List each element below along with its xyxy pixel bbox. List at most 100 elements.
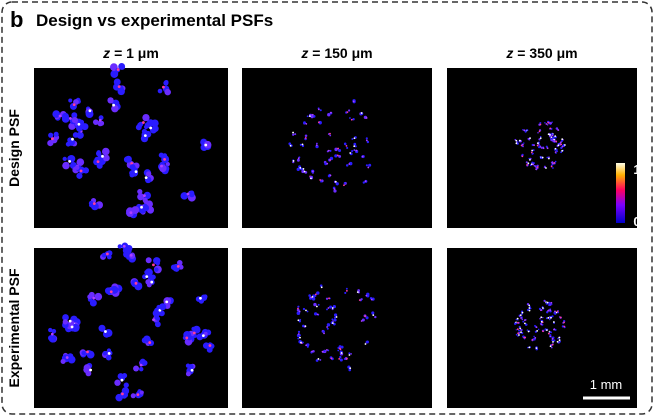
psf-speckle (296, 311, 301, 315)
psf-peak (79, 169, 83, 173)
psf-peak (98, 118, 102, 122)
psf-speckle (374, 315, 377, 319)
psf-speckle (515, 318, 518, 321)
psf-peak (549, 133, 551, 136)
psf-peak (534, 336, 537, 339)
psf-speckle (365, 137, 368, 140)
psf-peak (208, 344, 212, 347)
psf-speckle (81, 350, 86, 356)
psf-peak (120, 378, 124, 382)
psf-peak (289, 144, 292, 147)
psf-peak (345, 289, 348, 292)
psf-peak (199, 296, 202, 300)
psf-speckle (331, 318, 334, 321)
psf-peak (540, 316, 543, 319)
psf-speckle (546, 124, 549, 126)
psf-peak (523, 319, 526, 322)
psf-peak (552, 341, 554, 343)
psf-peak (150, 280, 154, 284)
psf-speckle (338, 154, 342, 158)
psf-speckle (333, 322, 336, 326)
colorbar-max: 1 (633, 162, 640, 177)
psf-speckle (556, 150, 559, 153)
psf-peak (554, 147, 557, 150)
psf-speckle (349, 117, 351, 119)
column-header: z = 150 μm (300, 45, 372, 61)
psf-peak (536, 330, 539, 332)
psf-speckle (110, 70, 119, 78)
psf-peak (551, 337, 554, 340)
psf-peak (89, 368, 93, 372)
psf-speckle (350, 352, 352, 355)
psf-peak (530, 151, 533, 154)
psf-peak (542, 147, 545, 149)
psf-peak (148, 341, 152, 344)
psf-speckle (292, 133, 295, 136)
psf-speckle (60, 358, 66, 364)
psf-peak (549, 127, 552, 130)
psf-speckle (139, 366, 144, 372)
psf-speckle (296, 308, 300, 312)
psf-speckle (191, 326, 196, 331)
psf-speckle (348, 109, 351, 112)
psf-peak (558, 339, 561, 342)
psf-peak (116, 68, 120, 71)
psf-peak (297, 307, 299, 310)
psf-peak (297, 319, 300, 322)
psf-speckle (95, 150, 102, 157)
psf-peak (50, 137, 54, 141)
psf-speckle (306, 343, 310, 347)
psf-peak (300, 341, 302, 344)
psf-speckle (533, 164, 536, 167)
psf-peak (331, 322, 334, 324)
psf-peak (88, 109, 92, 113)
psf-peak (302, 168, 305, 170)
psf-speckle (518, 329, 521, 332)
psf-peak (107, 352, 111, 355)
psf-speckle (117, 244, 123, 249)
psf-peak (358, 299, 361, 302)
psf-speckle (555, 127, 559, 130)
psf-peak (360, 320, 363, 322)
psf-speckle (514, 322, 517, 326)
psf-speckle (189, 191, 195, 198)
psf-peak (554, 310, 556, 313)
psf-speckle (545, 145, 548, 148)
psf-peak (190, 368, 194, 372)
psf-speckle (553, 312, 555, 314)
psf-peak (539, 123, 542, 126)
psf-peak (335, 316, 338, 318)
psf-peak (545, 123, 548, 125)
psf-image (242, 248, 432, 408)
psf-peak (327, 149, 330, 152)
column-header: z = 1 μm (102, 45, 159, 61)
psf-peak (517, 332, 519, 335)
psf-peak (301, 143, 304, 146)
psf-peak (545, 329, 548, 332)
psf-peak (550, 316, 552, 319)
psf-speckle (362, 181, 366, 184)
psf-speckle (139, 358, 146, 365)
psf-speckle (538, 145, 541, 149)
psf-peak (304, 137, 307, 139)
psf-peak (326, 348, 328, 351)
psf-peak (315, 305, 318, 308)
psf-peak (109, 290, 113, 294)
header-variable: z (505, 45, 513, 61)
psf-speckle (532, 149, 535, 152)
psf-peak (536, 144, 539, 147)
psf-speckle (74, 165, 80, 171)
psf-speckle (549, 137, 552, 140)
psf-speckle (333, 189, 337, 193)
colorbar-min: 0 (633, 214, 640, 229)
psf-peak (185, 336, 189, 340)
psf-peak (365, 139, 368, 142)
psf-peak (552, 321, 555, 323)
psf-speckle (121, 387, 130, 395)
psf-peak (165, 300, 169, 304)
psf-speckle (143, 335, 151, 343)
psf-speckle (345, 164, 349, 167)
psf-speckle (304, 134, 308, 138)
psf-peak (554, 151, 557, 154)
psf-peak (68, 160, 72, 163)
